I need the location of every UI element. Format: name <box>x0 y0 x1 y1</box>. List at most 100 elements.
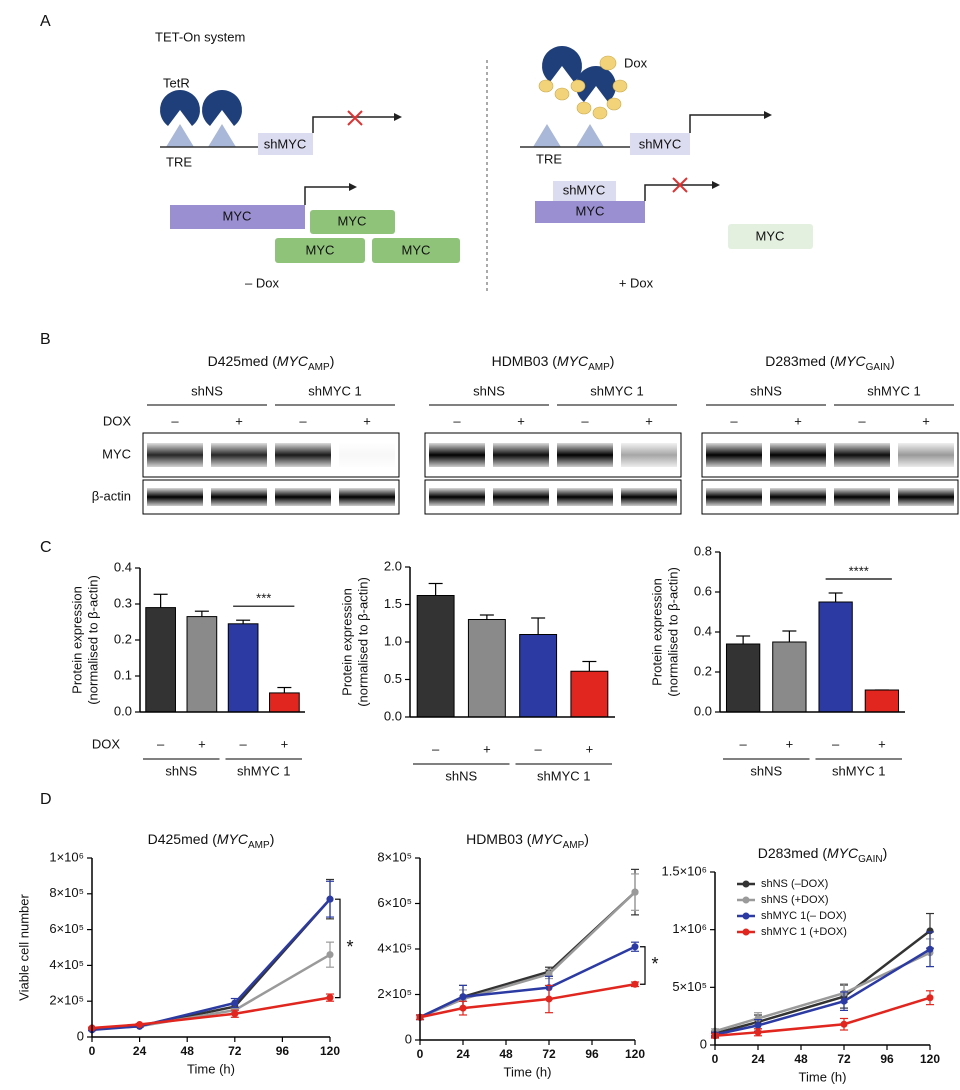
data-point <box>459 993 467 1001</box>
x-tick-label: 48 <box>794 1052 808 1066</box>
lane-label: + <box>645 413 653 428</box>
chart-title: HDMB03 (MYCAMP) <box>492 353 615 373</box>
bar <box>519 634 558 718</box>
title-part: ) <box>584 831 589 847</box>
panel-a-diagram: TET-On system TetR TRE shMYC MYC MYC MYC… <box>155 29 813 292</box>
y-tick-label: 0 <box>77 1028 84 1043</box>
y-axis-label: Protein expression <box>339 588 354 696</box>
title-part: AMP <box>563 840 585 851</box>
tre-element <box>208 124 236 147</box>
y-axis-label: Viable cell number <box>16 893 31 1000</box>
significance-bracket <box>335 898 341 999</box>
x-tick-label: – <box>740 736 748 751</box>
myc-gene <box>170 205 305 229</box>
x-tick-label: 24 <box>133 1044 147 1058</box>
series-line <box>714 951 931 1033</box>
title-part: ) <box>883 845 888 861</box>
shmyc-box <box>630 133 690 155</box>
label: MYC <box>338 213 367 228</box>
arrow-head <box>712 181 720 189</box>
x-tick-label: 96 <box>880 1052 894 1066</box>
x-tick-label: 24 <box>751 1052 765 1066</box>
lane-label: + <box>922 413 930 428</box>
x-tick-label: – <box>157 736 165 751</box>
x-tick-label: 120 <box>920 1052 940 1066</box>
label: Dox <box>624 55 648 70</box>
title-part: AMP <box>308 362 330 373</box>
y-axis-label: Protein expression <box>69 586 84 694</box>
series-line <box>91 898 331 1032</box>
tetr-protein <box>160 90 200 126</box>
data-point <box>754 1021 762 1029</box>
tre-element <box>166 124 194 147</box>
dox-molecules <box>538 55 628 120</box>
band <box>706 488 762 506</box>
chart-title: D283med (MYCGAIN) <box>765 353 895 373</box>
title-part: GAIN <box>858 854 882 865</box>
bar <box>818 601 853 713</box>
arrow-head <box>394 113 402 121</box>
group-label: shNS <box>750 763 782 778</box>
group-label: shMYC 1 <box>237 763 290 778</box>
y-tick-label: 0.0 <box>384 708 402 723</box>
y-axis-label: (normalised to β-actin) <box>85 575 100 705</box>
legend-marker <box>742 928 750 936</box>
shmyc-box <box>553 181 616 201</box>
title-part: D283med ( <box>765 353 835 369</box>
tetr-protein <box>576 65 616 102</box>
lane-label: – <box>299 413 307 428</box>
group-label: shMYC 1 <box>832 763 885 778</box>
label: shMYC <box>639 136 682 151</box>
myc-protein <box>372 238 460 263</box>
title-part: GAIN <box>866 362 890 373</box>
x-tick-label: + <box>281 736 289 751</box>
x-tick-label: 72 <box>228 1044 242 1058</box>
data-point <box>631 888 639 896</box>
title-part: MYC <box>531 831 563 847</box>
band <box>770 443 826 467</box>
title-part: ) <box>610 353 615 369</box>
data-point <box>326 951 334 959</box>
significance-bracket <box>640 946 646 985</box>
group-label: shMYC 1 <box>867 383 920 398</box>
title-part: ) <box>330 353 335 369</box>
y-tick-label: 8×10⁵ <box>377 849 412 864</box>
dox <box>599 55 617 71</box>
legend-label: shNS (–DOX) <box>761 878 828 890</box>
myc-gene <box>535 201 645 223</box>
label: TRE <box>166 154 192 169</box>
label: MYC <box>306 242 335 257</box>
x-tick-label: – <box>832 736 840 751</box>
x-tick-label: + <box>198 736 206 751</box>
series-line <box>419 891 636 1019</box>
condition-label: + Dox <box>619 275 654 290</box>
x-tick-label: 0 <box>417 1047 424 1061</box>
band <box>147 488 203 506</box>
x-axis-label: Time (h) <box>504 1064 552 1079</box>
block-mark <box>347 110 363 126</box>
legend-marker <box>742 880 750 888</box>
title-part: D425med ( <box>148 831 218 847</box>
significance-label: **** <box>849 563 869 578</box>
x-tick-label: 120 <box>320 1044 340 1058</box>
band <box>834 443 890 467</box>
x-tick-label: 48 <box>181 1044 195 1058</box>
band <box>770 488 826 506</box>
x-tick-label: + <box>483 741 491 756</box>
y-tick-label: 1×10⁶ <box>672 921 707 936</box>
x-tick-label: – <box>535 741 543 756</box>
group-label: shMYC 1 <box>537 768 590 783</box>
chart-title: HDMB03 (MYCAMP) <box>466 831 589 851</box>
y-tick-label: 0.2 <box>114 631 132 646</box>
y-tick-label: 0.0 <box>114 703 132 718</box>
x-axis-label: Time (h) <box>187 1061 235 1076</box>
y-tick-label: 1.0 <box>384 633 402 648</box>
diagram-title: TET-On system <box>155 29 245 44</box>
lane-label: – <box>730 413 738 428</box>
band <box>621 443 677 467</box>
legend-label: shMYC 1(– DOX) <box>761 910 847 922</box>
arrow-head <box>349 183 357 191</box>
band <box>493 443 549 467</box>
